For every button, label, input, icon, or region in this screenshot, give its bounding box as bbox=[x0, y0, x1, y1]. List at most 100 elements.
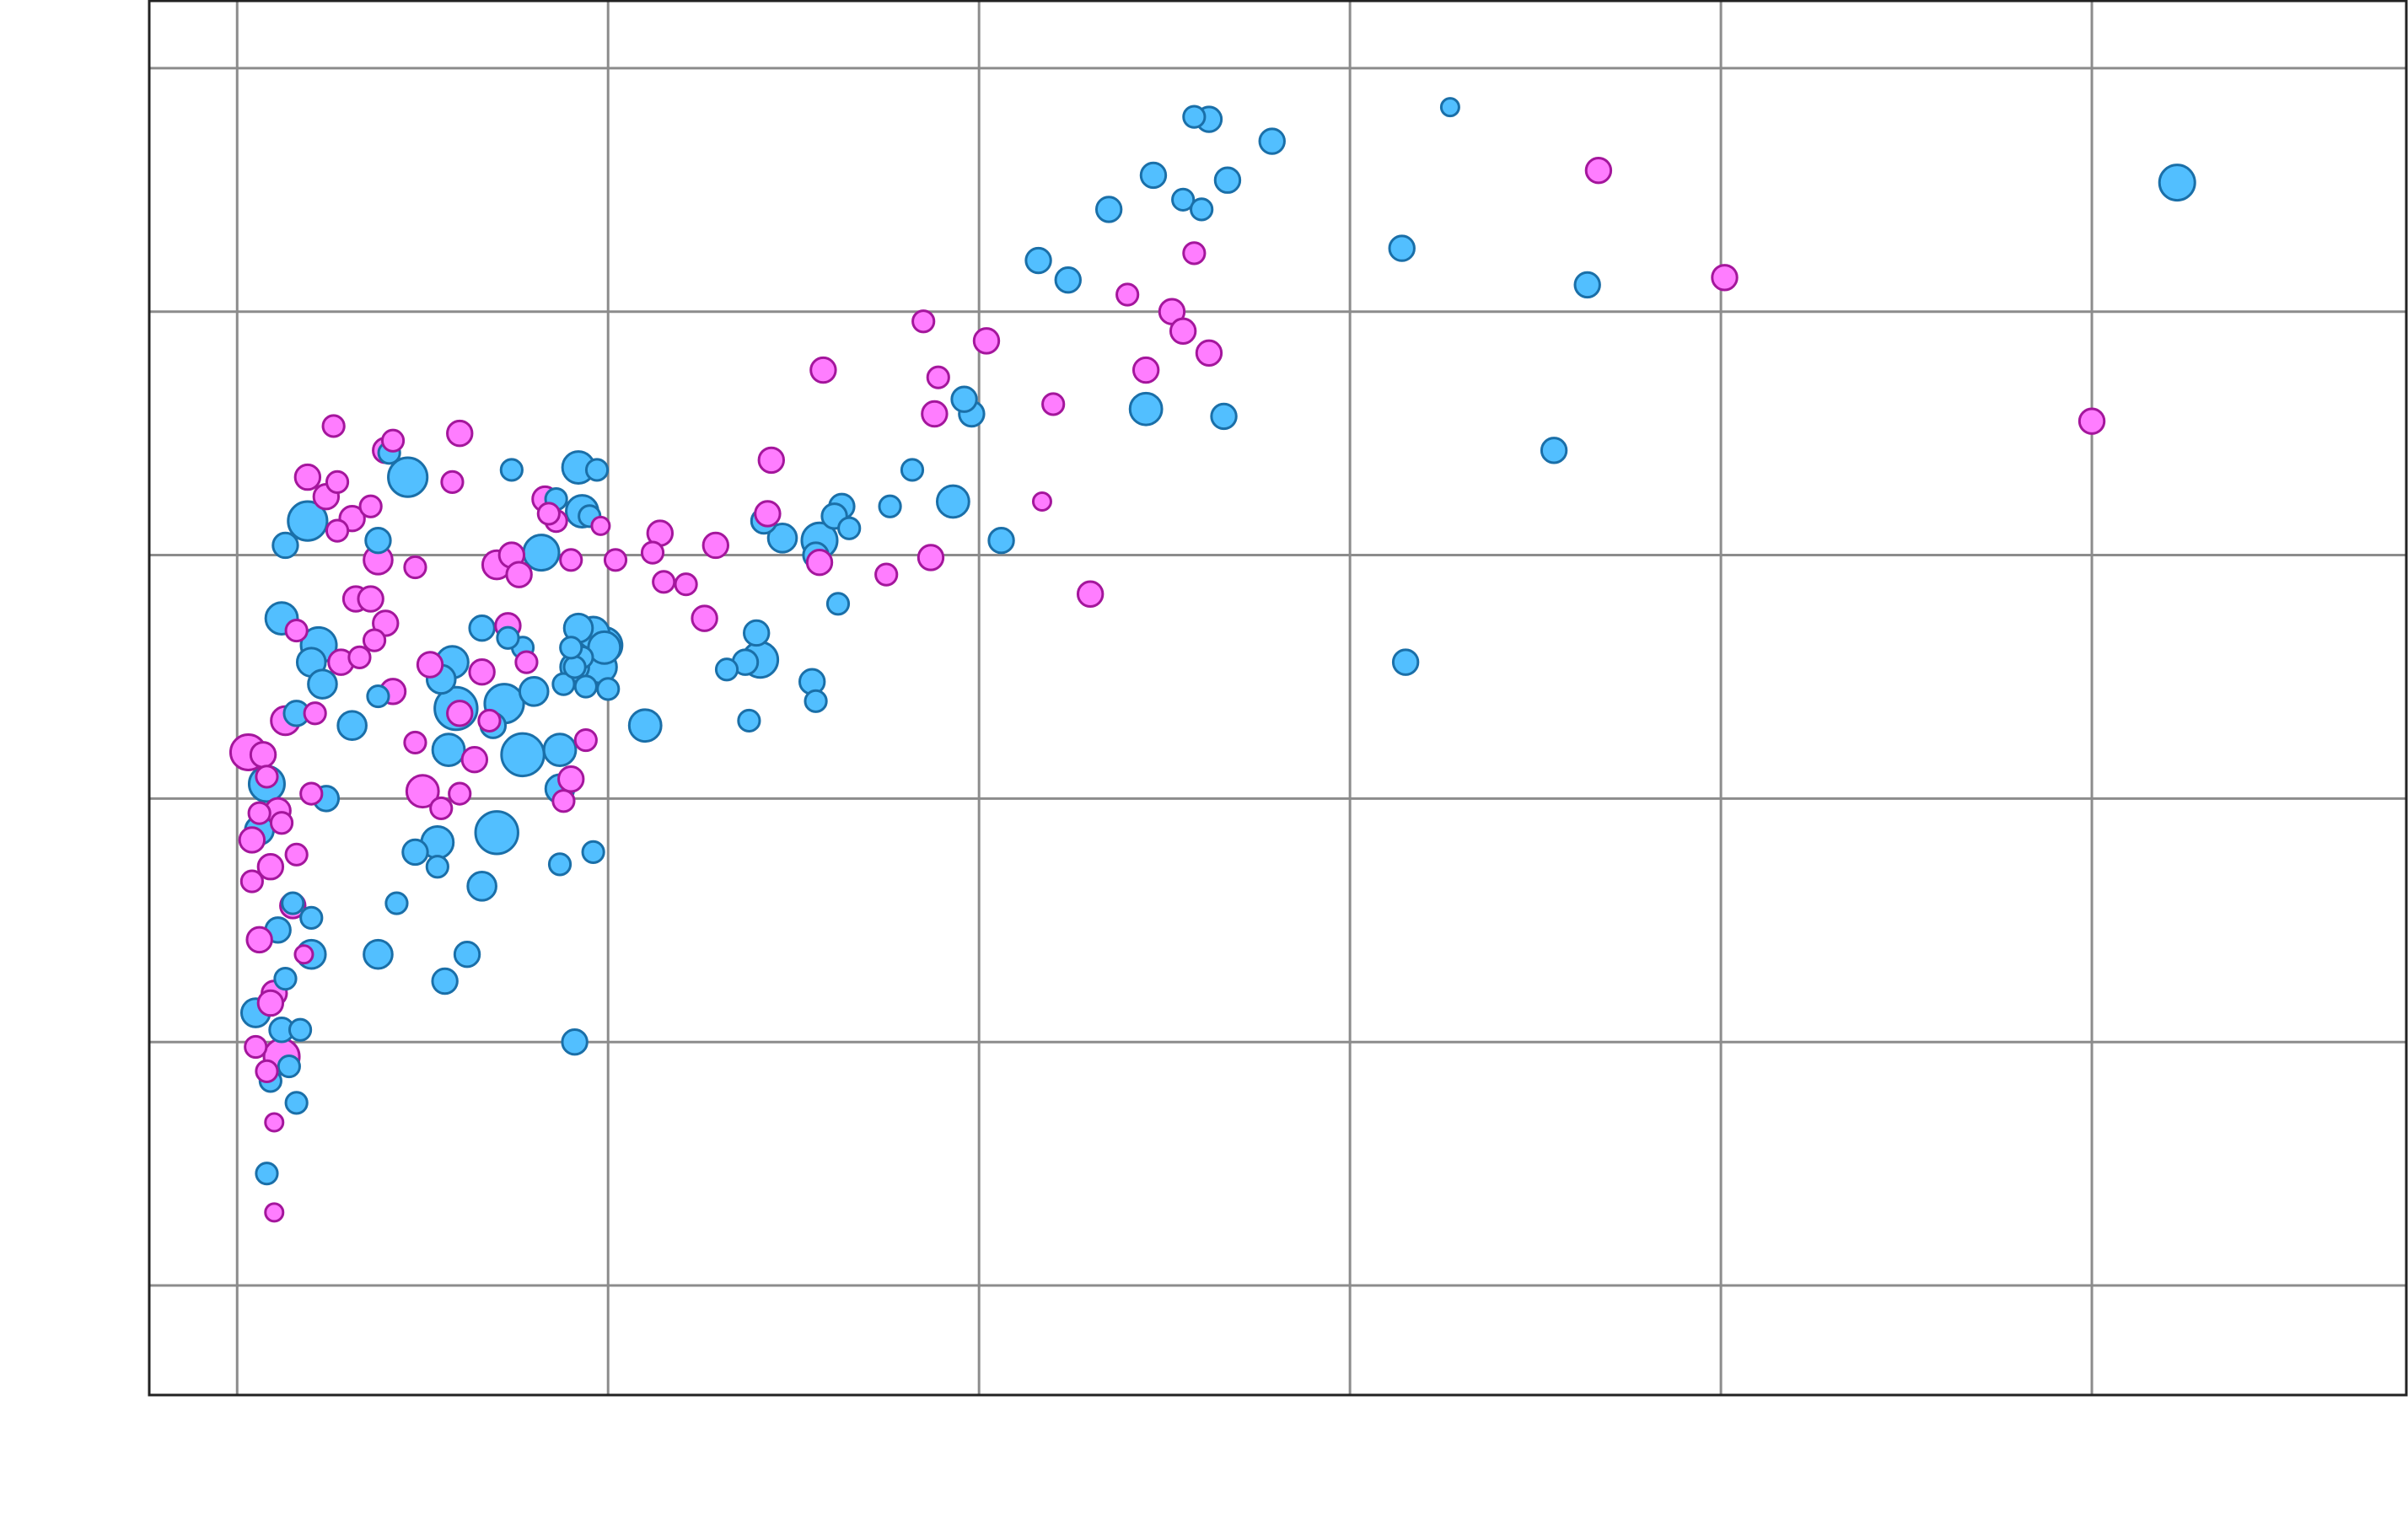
bubble-series-1-point-86 bbox=[239, 869, 264, 893]
bubble-series-0-point-26 bbox=[453, 941, 481, 969]
bubble-series-1-point-42 bbox=[573, 727, 598, 753]
bubble-series-0-point-102 bbox=[1388, 234, 1416, 262]
bubble-series-1-point-87 bbox=[247, 801, 271, 825]
bubble-series-0-point-31 bbox=[336, 710, 368, 742]
bubble-series-1-point-53 bbox=[926, 365, 950, 389]
bubble-series-1-point-79 bbox=[809, 356, 837, 384]
bubble-series-1-point-58 bbox=[1131, 356, 1160, 384]
bubble-series-1-point-6 bbox=[256, 853, 285, 881]
bubble-series-0-point-63 bbox=[562, 655, 587, 679]
bubble-series-0-point-99 bbox=[1258, 127, 1286, 155]
bubble-series-1-point-67 bbox=[249, 741, 277, 769]
bubble-series-0-point-98 bbox=[1213, 166, 1242, 194]
bubble-series-1-point-20 bbox=[325, 470, 350, 494]
bubble-series-0-point-68 bbox=[584, 458, 610, 482]
bubble-series-1-point-71 bbox=[284, 842, 309, 867]
bubble-series-0-point-59 bbox=[431, 732, 466, 767]
bubble-series-0-point-71 bbox=[627, 708, 663, 743]
bubble-series-0-point-30 bbox=[401, 838, 429, 867]
bubble-series-1-point-83 bbox=[403, 730, 427, 755]
bubble-series-1-point-61 bbox=[1182, 241, 1207, 266]
bubble-series-1-point-51 bbox=[916, 544, 945, 572]
bubble-series-1-point-43 bbox=[603, 548, 628, 572]
bubble-series-1-point-82 bbox=[299, 781, 324, 806]
bubble-series-1-point-27 bbox=[380, 428, 406, 453]
bubble-series-0-point-106 bbox=[1540, 437, 1568, 464]
bubble-series-1-point-74 bbox=[477, 708, 502, 733]
bubble-series-1-point-55 bbox=[1041, 392, 1066, 416]
data-points bbox=[228, 97, 2196, 1223]
bubble-series-1-point-70 bbox=[446, 700, 474, 727]
bubble-series-0-point-24 bbox=[384, 891, 409, 915]
bubble-series-1-point-57 bbox=[1115, 282, 1140, 307]
bubble-series-0-point-7 bbox=[281, 891, 305, 915]
bubble-series-0-point-8 bbox=[288, 1017, 313, 1042]
bubble-series-1-point-73 bbox=[255, 765, 279, 789]
bubble-series-1-point-75 bbox=[551, 789, 576, 813]
bubble-series-0-point-86 bbox=[935, 484, 970, 519]
bubble-series-0-point-61 bbox=[431, 967, 459, 995]
bubble-series-0-point-25 bbox=[425, 855, 449, 879]
bubble-series-1-point-33 bbox=[460, 745, 489, 774]
bubble-series-0-point-85 bbox=[900, 458, 925, 482]
bubble-series-1-point-16 bbox=[293, 463, 322, 491]
bubble-series-0-point-94 bbox=[1139, 161, 1168, 190]
bubble-series-1-point-32 bbox=[448, 781, 472, 806]
bubble-series-1-point-64 bbox=[1584, 156, 1613, 185]
bubble-series-0-point-89 bbox=[825, 592, 851, 616]
bubble-series-1-point-5 bbox=[244, 1034, 268, 1060]
bubble-series-1-point-72 bbox=[429, 796, 454, 821]
bubble-series-0-point-22 bbox=[364, 527, 392, 555]
bubble-series-1-point-63 bbox=[1031, 491, 1052, 512]
bubble-series-1-point-66 bbox=[2077, 407, 2106, 435]
plot-frame bbox=[148, 0, 2408, 1397]
bubble-series-1-point-84 bbox=[590, 515, 611, 536]
bubble-series-0-point-36 bbox=[518, 675, 550, 707]
bubble-series-1-point-48 bbox=[701, 531, 730, 560]
bubble-series-1-point-15 bbox=[303, 701, 327, 726]
bubble-series-0-point-65 bbox=[547, 852, 572, 877]
bubble-series-1-point-94 bbox=[911, 309, 936, 334]
bubble-series-1-point-45 bbox=[640, 540, 665, 565]
bubble-series-0-point-70 bbox=[596, 677, 621, 701]
bubble-series-0-point-6 bbox=[299, 905, 324, 930]
bubble-series-0-point-75 bbox=[737, 708, 761, 733]
bubble-series-0-point-103 bbox=[1439, 97, 1460, 118]
bubble-series-0-point-105 bbox=[1573, 271, 1601, 299]
bubble-series-0-point-62 bbox=[561, 1028, 589, 1056]
bubble-series-1-point-4 bbox=[264, 1202, 285, 1223]
bubble-series-1-point-31 bbox=[416, 651, 444, 679]
bubble-series-1-point-49 bbox=[805, 548, 834, 577]
bubble-series-0-point-3 bbox=[284, 1091, 309, 1115]
bubble-series-1-point-47 bbox=[691, 604, 718, 632]
bubble-series-0-point-101 bbox=[1210, 402, 1238, 431]
bubble-series-0-point-29 bbox=[474, 810, 519, 856]
bubble-series-0-point-95 bbox=[1182, 105, 1207, 129]
bubble-series-1-point-60 bbox=[1169, 317, 1197, 346]
bubble-series-1-point-91 bbox=[536, 502, 561, 526]
bubble-series-1-point-54 bbox=[972, 327, 1001, 355]
bubble-series-0-point-50 bbox=[573, 674, 598, 699]
bubble-series-1-point-93 bbox=[446, 419, 474, 448]
bubble-series-0-point-11 bbox=[273, 966, 298, 991]
bubble-series-1-point-23 bbox=[372, 609, 400, 637]
bubble-series-0-point-69 bbox=[559, 636, 583, 660]
bubble-series-0-point-100 bbox=[1128, 391, 1164, 427]
bubble-series-1-point-2 bbox=[245, 926, 273, 954]
bubble-series-0-point-37 bbox=[496, 625, 520, 650]
bubble-series-1-point-88 bbox=[264, 1112, 285, 1133]
bubble-series-1-point-62 bbox=[1195, 339, 1223, 368]
bubble-series-1-point-89 bbox=[440, 470, 465, 494]
bubble-series-1-point-14 bbox=[284, 618, 309, 643]
bubble-series-1-point-65 bbox=[1711, 264, 1739, 292]
bubble-series-0-point-20 bbox=[271, 531, 299, 560]
bubble-series-0-point-4 bbox=[255, 1162, 279, 1186]
bubble-series-0-point-81 bbox=[837, 516, 862, 540]
bubble-series-0-point-110 bbox=[1190, 197, 1214, 222]
bubble-series-0-point-76 bbox=[743, 619, 771, 647]
bubble-series-0-point-92 bbox=[1024, 246, 1052, 275]
bubble-series-1-point-10 bbox=[256, 989, 285, 1017]
bubble-series-0-point-39 bbox=[468, 614, 496, 642]
grid-lines bbox=[149, 0, 2407, 1395]
